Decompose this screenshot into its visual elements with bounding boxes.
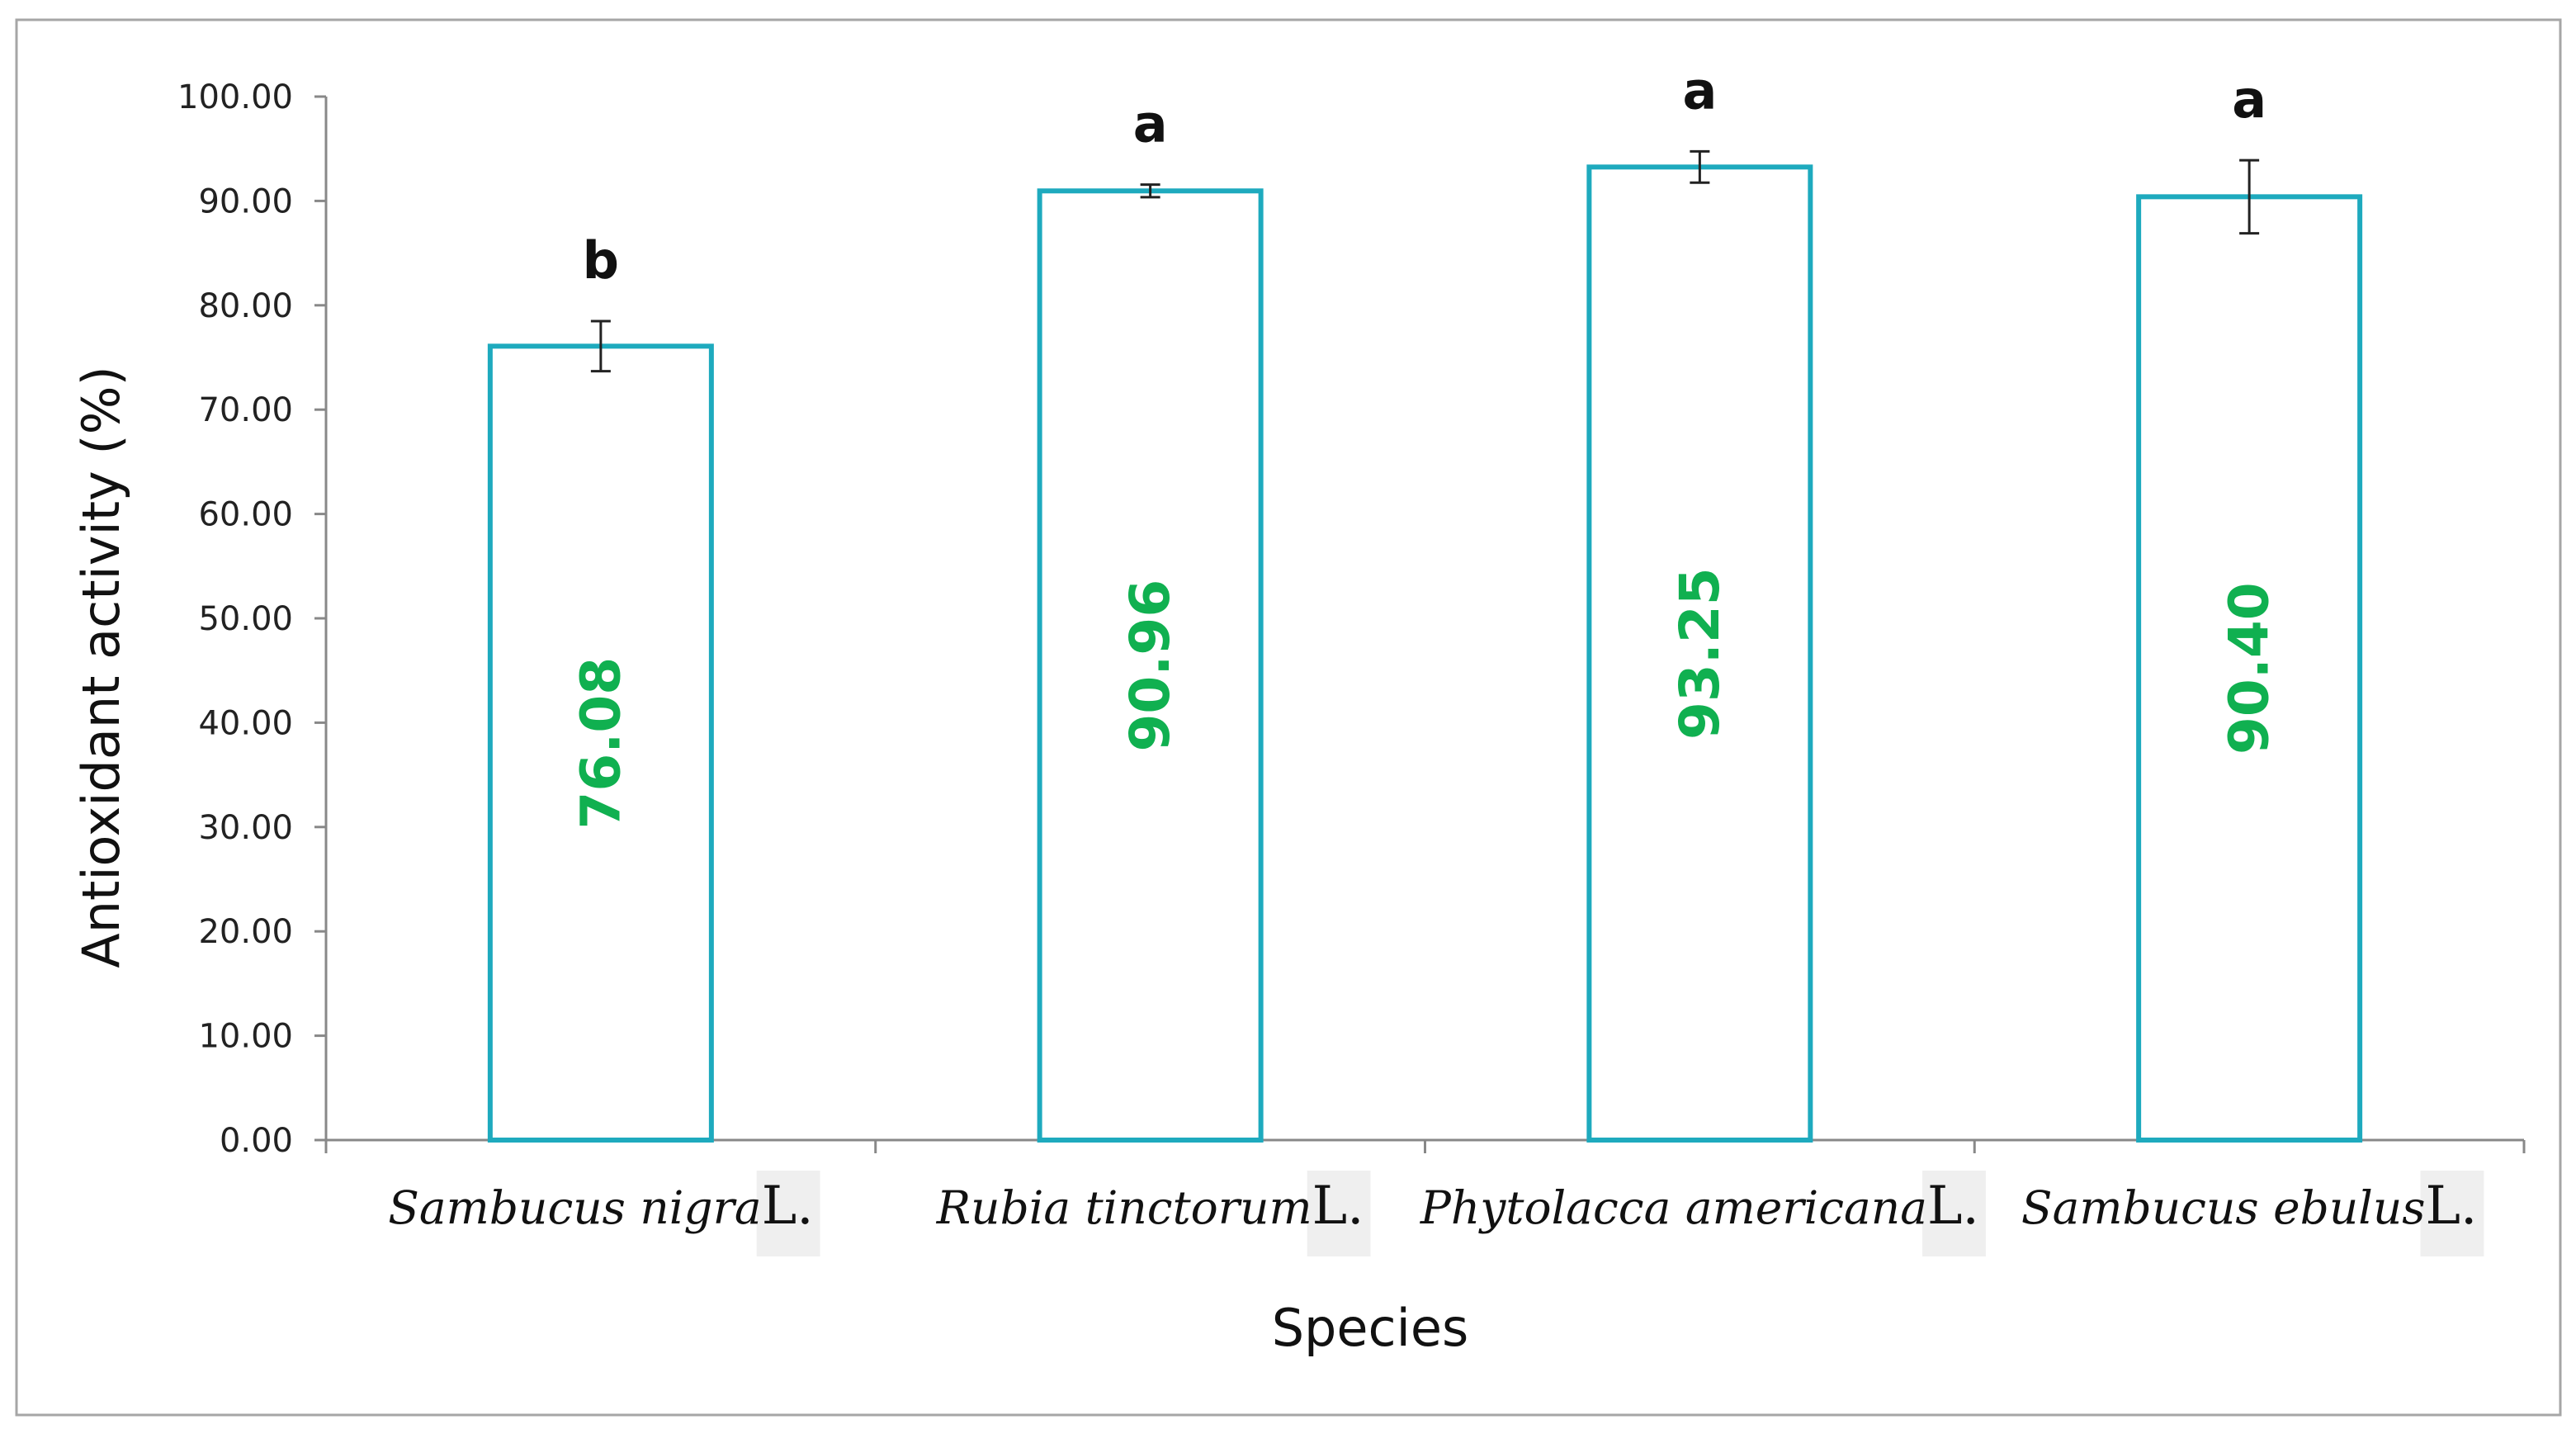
- y-tick-label: 30.00: [198, 809, 293, 847]
- x-tick-label-suffix: L.: [1927, 1176, 1979, 1237]
- y-tick-label: 10.00: [198, 1018, 293, 1056]
- label-highlight: [756, 1171, 820, 1256]
- data-label: 76.08: [569, 657, 632, 830]
- significance-letter: a: [1682, 60, 1717, 121]
- x-tick-label: Phytolacca americana: [1420, 1181, 1927, 1234]
- bar: [2136, 194, 2363, 1143]
- y-tick-label: 70.00: [198, 391, 293, 429]
- y-tick-label: 60.00: [198, 496, 293, 534]
- label-highlight: [1922, 1171, 1986, 1256]
- significance-letter: b: [583, 230, 619, 291]
- y-tick-label: 80.00: [198, 287, 293, 325]
- y-axis-title: Antioxidant activity (%): [71, 366, 131, 968]
- y-tick-label: 40.00: [198, 704, 293, 742]
- label-highlight: [1307, 1171, 1371, 1256]
- x-tick-label: Sambucus nigra: [388, 1181, 762, 1234]
- plot-area: 0.00 10.00 20.00 30.00 40.00 50.00 60.00 70.00 8…: [177, 60, 2526, 1256]
- x-tick-label-suffix: L.: [1312, 1176, 1364, 1237]
- bar: [1586, 164, 1813, 1143]
- data-label: 90.96: [1118, 580, 1182, 752]
- x-axis-title: Species: [1272, 1298, 1469, 1358]
- significance-letter: a: [2232, 69, 2266, 130]
- y-tick-label: 100.00: [177, 78, 293, 116]
- y-tick-label: 90.00: [198, 182, 293, 220]
- data-label: 90.40: [2218, 582, 2281, 755]
- bar: [1037, 188, 1264, 1143]
- x-tick-label: Sambucus ebulus: [2021, 1181, 2426, 1234]
- y-tick-label: 50.00: [198, 600, 293, 638]
- x-tick-label-suffix: L.: [2426, 1176, 2478, 1237]
- data-label: 93.25: [1668, 567, 1732, 740]
- bar: [487, 343, 714, 1143]
- x-tick-label-suffix: L.: [762, 1176, 814, 1237]
- label-highlight: [2420, 1171, 2484, 1256]
- significance-letter: a: [1133, 94, 1168, 154]
- y-tick-label: 20.00: [198, 913, 293, 951]
- x-tick-label: Rubia tinctorum: [936, 1181, 1312, 1234]
- y-tick-label: 0.00: [220, 1122, 293, 1160]
